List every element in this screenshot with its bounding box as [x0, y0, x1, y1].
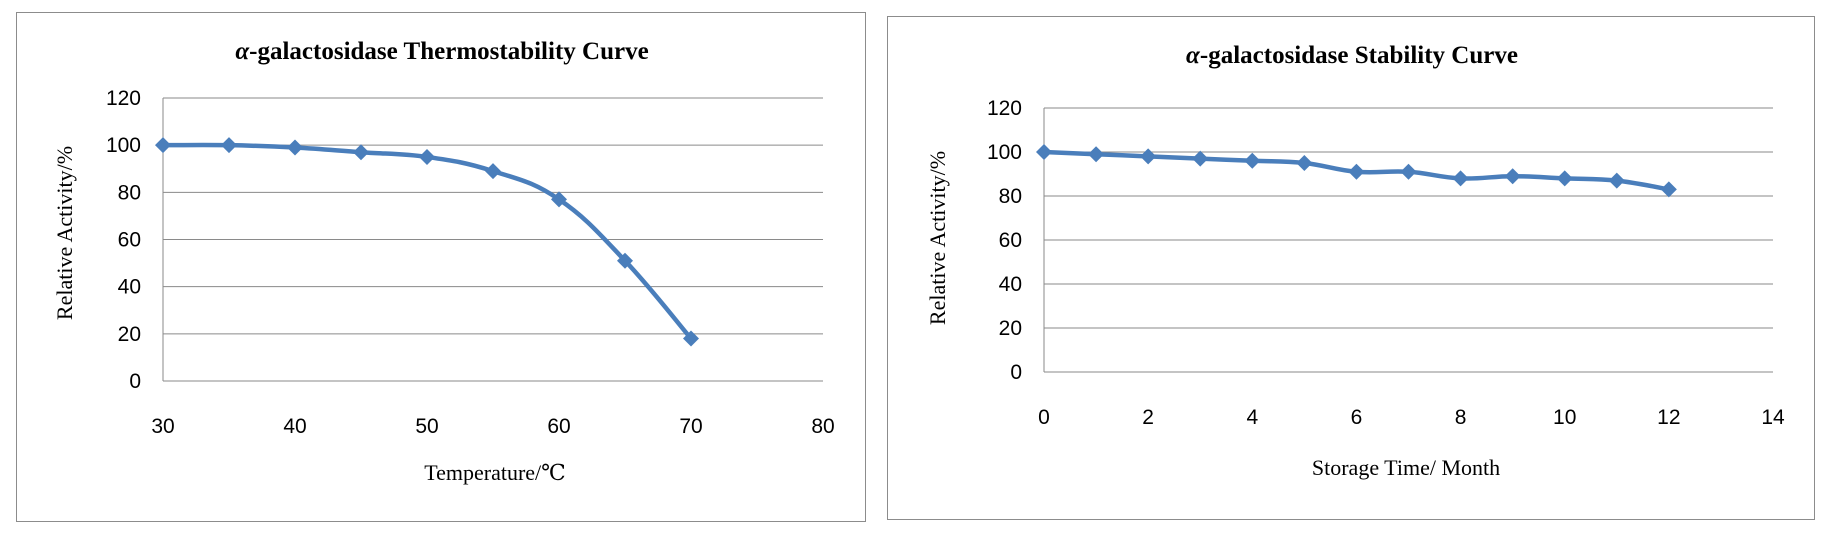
gridlines	[162, 97, 823, 382]
data-point-3	[1192, 150, 1209, 167]
thermostability-chart: α-galactosidase Thermostability Curve 0 2…	[52, 38, 835, 485]
data-point-11	[1608, 172, 1625, 189]
y-tick-label: 120	[987, 97, 1022, 120]
y-tick-label: 100	[106, 134, 141, 157]
data-point-0	[1036, 144, 1052, 160]
chart-title: α-galactosidase Stability Curve	[1186, 42, 1518, 69]
y-tick-label: 0	[1010, 361, 1022, 384]
x-tick-label: 40	[283, 415, 306, 438]
x-tick-labels: 30 40 50 60 70 80	[151, 415, 834, 438]
data-point-10	[1556, 170, 1573, 187]
data-point-2	[1140, 148, 1157, 165]
data-point-30	[155, 137, 171, 154]
x-tick-label: 2	[1142, 406, 1154, 429]
data-point-60	[551, 191, 567, 208]
y-tick-label: 0	[129, 370, 141, 393]
title-rest: -galactosidase Thermostability Curve	[249, 38, 649, 65]
data-point-55	[485, 163, 501, 180]
x-tick-label: 30	[151, 415, 174, 438]
x-tick-label: 6	[1351, 406, 1363, 429]
data-point-5	[1296, 155, 1313, 171]
data-point-65	[617, 252, 633, 269]
x-tick-label: 14	[1761, 406, 1785, 429]
data-point-7	[1400, 163, 1417, 180]
x-tick-label: 50	[415, 415, 438, 438]
y-tick-label: 80	[118, 181, 141, 204]
y-axis-label: Relative Activity/%	[52, 146, 77, 320]
x-axis-label: Storage Time/ Month	[1312, 455, 1500, 480]
series-layer	[155, 137, 699, 347]
chart-title: α-galactosidase Thermostability Curve	[235, 38, 648, 65]
y-tick-label: 100	[987, 141, 1022, 164]
data-point-9	[1504, 168, 1521, 185]
x-tick-label: 4	[1246, 406, 1258, 429]
y-tick-label: 20	[999, 317, 1022, 340]
chart-panel-stability: α-galactosidase Stability Curve 0 20 40 60 8…	[887, 16, 1815, 520]
x-tick-label: 10	[1553, 406, 1576, 429]
data-point-8	[1452, 170, 1469, 187]
series-line-0	[160, 142, 694, 341]
data-point-50	[419, 148, 435, 165]
series-layer	[1036, 144, 1677, 198]
data-point-4	[1244, 152, 1261, 169]
x-tick-label: 80	[811, 415, 834, 438]
x-tick-label: 8	[1455, 406, 1467, 429]
y-tick-labels: 0 20 40 60 80 100 120	[987, 97, 1022, 384]
x-tick-label: 12	[1657, 406, 1680, 429]
title-prefix: α	[235, 38, 250, 65]
x-tick-labels: 0 2 4 6 8 10 12 14	[1038, 406, 1785, 429]
data-point-1	[1088, 146, 1105, 163]
y-tick-label: 40	[999, 273, 1022, 296]
data-point-45	[353, 144, 369, 161]
x-axis-label: Temperature/℃	[424, 460, 566, 485]
data-point-12	[1660, 181, 1677, 198]
y-tick-label: 120	[106, 87, 141, 110]
chart-panel-thermostability: α-galactosidase Thermostability Curve 0 2…	[16, 12, 866, 522]
x-tick-label: 0	[1038, 406, 1050, 429]
data-point-35	[221, 137, 237, 154]
gridlines	[1043, 107, 1773, 373]
y-tick-label: 60	[999, 229, 1022, 252]
data-point-6	[1348, 163, 1365, 180]
title-prefix: α	[1186, 42, 1201, 69]
y-tick-label: 60	[118, 229, 141, 252]
data-point-40	[287, 139, 303, 156]
y-axis-label: Relative Activity/%	[925, 151, 950, 325]
y-tick-label: 40	[118, 276, 141, 299]
y-tick-label: 20	[118, 323, 141, 346]
data-point-70	[683, 330, 699, 347]
title-rest: -galactosidase Stability Curve	[1200, 42, 1518, 69]
stability-chart: α-galactosidase Stability Curve 02040608…	[925, 42, 1785, 480]
y-tick-label: 80	[999, 185, 1022, 208]
y-tick-labels: 0 20 40 60 80 100 120	[106, 87, 141, 393]
x-tick-label: 70	[679, 415, 702, 438]
x-tick-label: 60	[547, 415, 570, 438]
